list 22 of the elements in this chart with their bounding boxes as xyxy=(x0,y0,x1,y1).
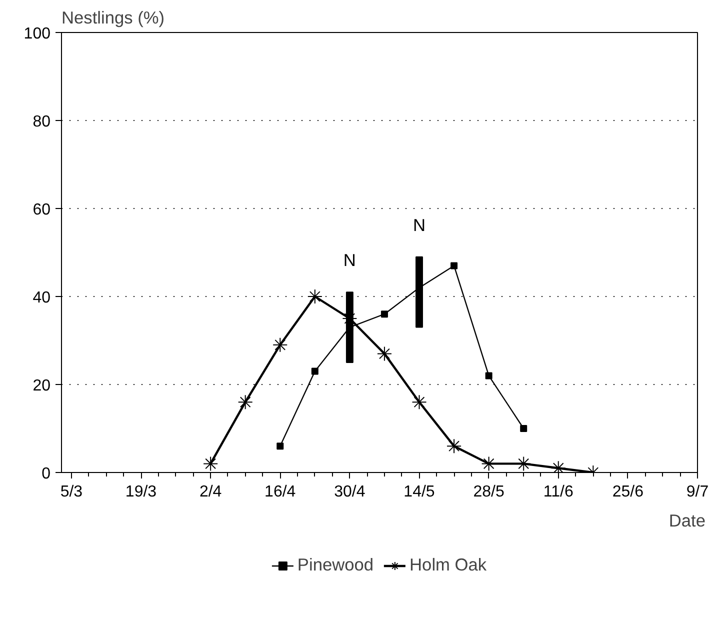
x-tick-label: 14/5 xyxy=(404,484,435,500)
x-tick-label: 16/4 xyxy=(264,484,296,500)
y-tick-label: 0 xyxy=(42,466,51,482)
x-axis-title: Date xyxy=(668,510,706,530)
y-tick-label: 60 xyxy=(32,202,51,218)
x-tick-label: 11/6 xyxy=(543,484,574,500)
y-tick-label: 20 xyxy=(32,378,51,394)
x-tick-label: 19/3 xyxy=(125,484,157,500)
y-tick-label: 80 xyxy=(32,114,51,130)
x-tick-label: 28/5 xyxy=(473,484,504,500)
x-tick-label: 9/7 xyxy=(686,484,709,500)
y-tick-label: 40 xyxy=(32,290,51,306)
y-tick-label: 100 xyxy=(24,26,51,42)
x-tick-label: 25/6 xyxy=(612,484,644,500)
legend-label: Pinewood xyxy=(297,554,374,576)
x-tick-label: 30/4 xyxy=(334,484,366,500)
legend-label: Holm Oak xyxy=(410,554,487,576)
x-tick-label: 2/4 xyxy=(199,484,222,500)
y-axis-title: Nestlings (%) xyxy=(62,8,165,28)
annotation: N xyxy=(343,250,356,270)
annotation: N xyxy=(412,214,426,235)
x-tick-label: 5/3 xyxy=(60,484,83,500)
